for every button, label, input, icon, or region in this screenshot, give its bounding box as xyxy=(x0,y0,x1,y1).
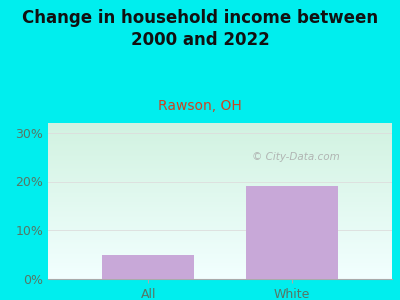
Text: Change in household income between
2000 and 2022: Change in household income between 2000 … xyxy=(22,9,378,49)
Text: Rawson, OH: Rawson, OH xyxy=(158,99,242,113)
Bar xyxy=(102,255,194,279)
Text: © City-Data.com: © City-Data.com xyxy=(252,152,340,162)
Bar xyxy=(246,186,338,279)
